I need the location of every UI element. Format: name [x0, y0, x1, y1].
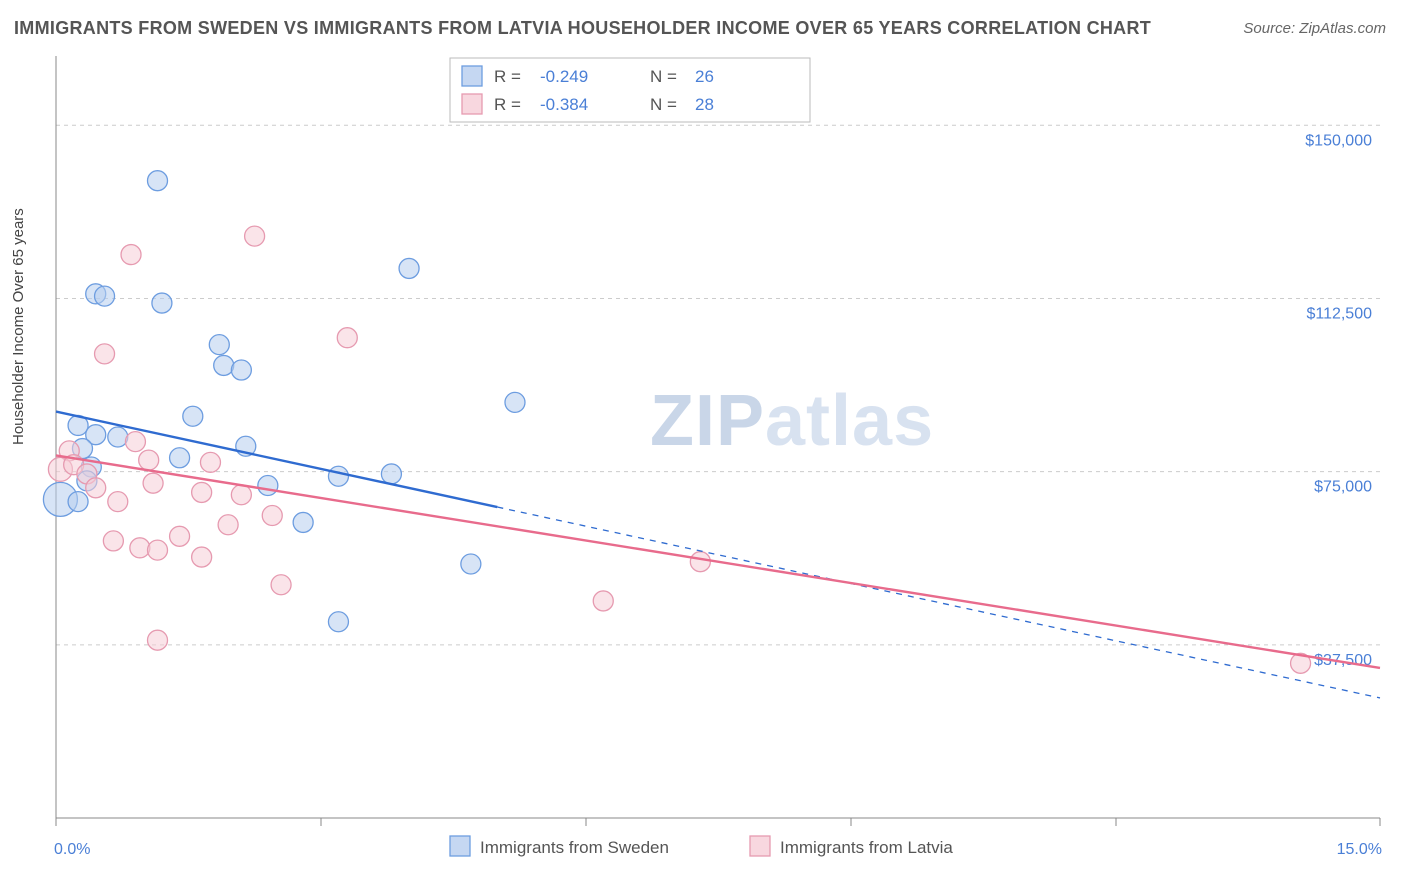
- point-sweden: [108, 427, 128, 447]
- legend-r-label: R =: [494, 95, 521, 114]
- point-latvia: [148, 540, 168, 560]
- bottom-legend-label: Immigrants from Sweden: [480, 838, 669, 857]
- point-latvia: [139, 450, 159, 470]
- legend-n-label: N =: [650, 95, 677, 114]
- point-sweden: [258, 475, 278, 495]
- point-sweden: [183, 406, 203, 426]
- point-latvia: [86, 478, 106, 498]
- point-sweden: [231, 360, 251, 380]
- point-latvia: [245, 226, 265, 246]
- legend-n-value: 28: [695, 95, 714, 114]
- legend-swatch: [462, 66, 482, 86]
- point-latvia: [690, 552, 710, 572]
- point-latvia: [103, 531, 123, 551]
- point-latvia: [337, 328, 357, 348]
- point-latvia: [271, 575, 291, 595]
- point-sweden: [381, 464, 401, 484]
- bottom-legend-swatch: [750, 836, 770, 856]
- x-tick-label: 15.0%: [1337, 841, 1382, 858]
- point-sweden: [214, 355, 234, 375]
- x-tick-label: 0.0%: [54, 841, 90, 858]
- scatter-chart: $37,500$75,000$112,500$150,0000.0%15.0%R…: [0, 0, 1406, 892]
- legend-r-value: -0.249: [540, 67, 588, 86]
- y-tick-label: $112,500: [1306, 305, 1372, 322]
- point-sweden: [293, 512, 313, 532]
- regression-sweden-ext: [497, 507, 1380, 698]
- legend-r-value: -0.384: [540, 95, 588, 114]
- legend-swatch: [462, 94, 482, 114]
- point-latvia: [192, 482, 212, 502]
- point-sweden: [170, 448, 190, 468]
- point-latvia: [192, 547, 212, 567]
- legend-r-label: R =: [494, 67, 521, 86]
- chart-container: { "title": "IMMIGRANTS FROM SWEDEN VS IM…: [0, 0, 1406, 892]
- point-sweden: [68, 492, 88, 512]
- point-sweden: [95, 286, 115, 306]
- point-latvia: [125, 432, 145, 452]
- point-latvia: [121, 245, 141, 265]
- regression-latvia: [56, 455, 1380, 667]
- point-latvia: [200, 452, 220, 472]
- point-sweden: [152, 293, 172, 313]
- y-tick-label: $75,000: [1314, 479, 1372, 496]
- point-sweden: [505, 392, 525, 412]
- point-latvia: [130, 538, 150, 558]
- legend-n-label: N =: [650, 67, 677, 86]
- point-sweden: [461, 554, 481, 574]
- y-tick-label: $150,000: [1305, 132, 1372, 149]
- point-latvia: [593, 591, 613, 611]
- point-latvia: [218, 515, 238, 535]
- point-sweden: [328, 612, 348, 632]
- legend-n-value: 26: [695, 67, 714, 86]
- bottom-legend-swatch: [450, 836, 470, 856]
- point-latvia: [95, 344, 115, 364]
- point-latvia: [148, 630, 168, 650]
- point-latvia: [143, 473, 163, 493]
- bottom-legend-label: Immigrants from Latvia: [780, 838, 953, 857]
- point-latvia: [231, 485, 251, 505]
- point-sweden: [328, 466, 348, 486]
- point-latvia: [108, 492, 128, 512]
- point-sweden: [148, 171, 168, 191]
- point-latvia: [170, 526, 190, 546]
- point-latvia: [262, 506, 282, 526]
- point-sweden: [209, 335, 229, 355]
- point-sweden: [399, 258, 419, 278]
